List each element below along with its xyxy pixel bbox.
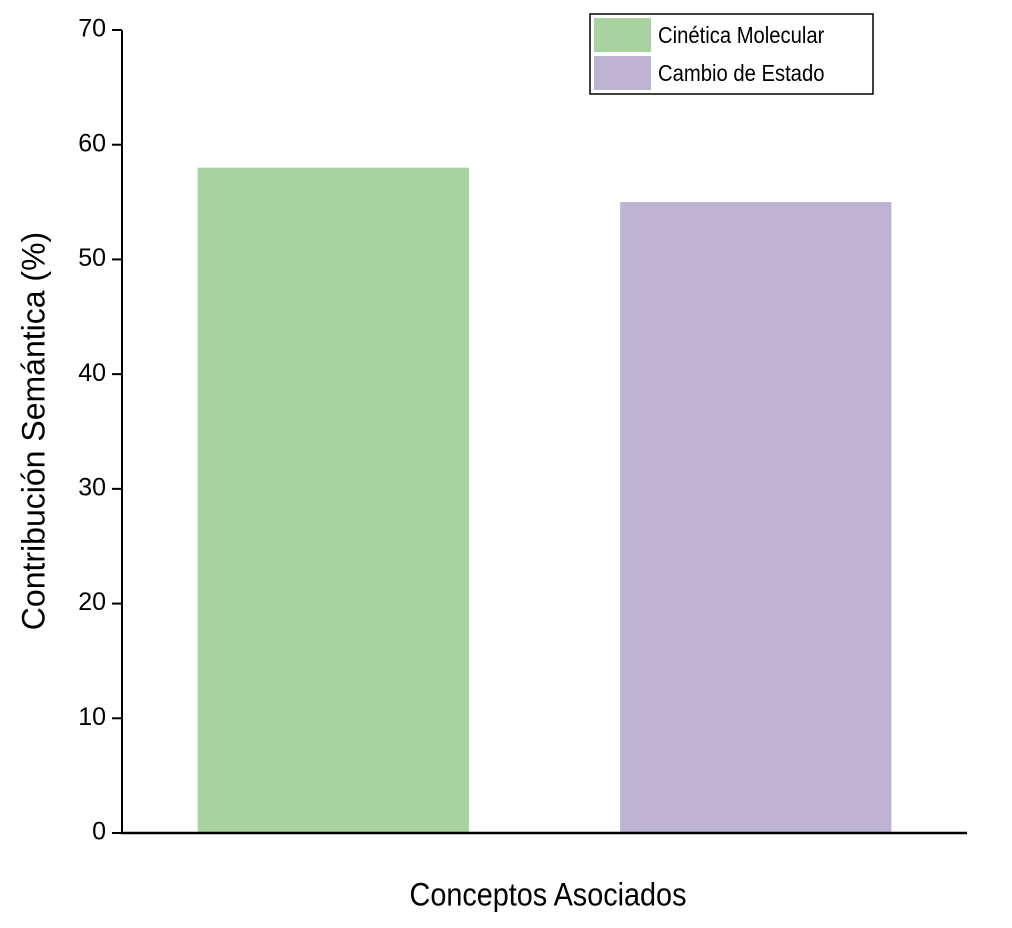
bar	[620, 202, 892, 834]
y-tick-label: 60	[78, 129, 106, 157]
legend-label: Cambio de Estado	[658, 60, 824, 87]
legend-swatch	[594, 18, 651, 52]
y-tick-label: 40	[78, 359, 106, 387]
y-tick-label: 70	[78, 15, 106, 43]
y-tick-label: 0	[92, 818, 106, 846]
y-axis-title: Contribución Semántica (%)	[15, 232, 51, 630]
bar	[197, 167, 469, 833]
x-axis-title: Conceptos Asociados	[410, 877, 687, 913]
legend-label: Cinética Molecular	[658, 22, 824, 49]
y-tick-label: 50	[78, 244, 106, 272]
y-tick-label: 20	[78, 588, 106, 616]
legend-swatch	[594, 56, 651, 90]
y-tick-label: 10	[78, 703, 106, 731]
y-tick-label: 30	[78, 473, 106, 501]
